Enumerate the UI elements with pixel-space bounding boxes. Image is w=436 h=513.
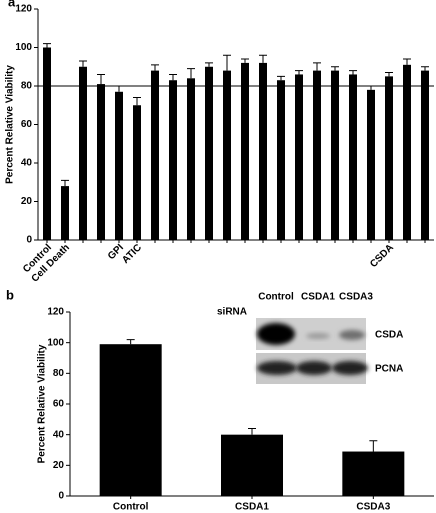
y-tick-label: 20 <box>53 460 65 471</box>
bar <box>295 74 303 240</box>
bar <box>97 84 105 240</box>
error-bar <box>169 73 177 81</box>
y-tick-label: 20 <box>21 196 33 207</box>
bar <box>43 47 51 240</box>
error-bar <box>367 85 375 90</box>
error-bar <box>241 58 249 63</box>
y-tick-label: 40 <box>21 158 33 169</box>
bar <box>367 89 375 240</box>
error-bar <box>126 339 135 345</box>
y-tick-label: 120 <box>47 307 64 318</box>
bar <box>205 66 213 240</box>
bar <box>133 105 141 240</box>
error-bar <box>133 97 141 106</box>
bar <box>331 70 339 240</box>
error-bar <box>349 70 357 75</box>
y-tick-label: 80 <box>21 81 33 92</box>
y-axis-label: Percent Relative Viability <box>37 344 48 463</box>
y-tick-label: 120 <box>15 4 32 15</box>
error-bar <box>369 440 378 452</box>
x-tick-label: CSDA3 <box>356 502 390 513</box>
error-bar <box>331 66 339 71</box>
bar <box>221 434 283 496</box>
error-bar <box>43 43 51 48</box>
bar <box>151 70 159 240</box>
error-bar <box>403 58 411 65</box>
bar <box>187 78 195 240</box>
inset-band-label: CSDA <box>375 330 403 341</box>
panel-label: a <box>8 0 16 9</box>
inset-lane-label: Control <box>258 292 294 303</box>
error-bar <box>223 54 231 71</box>
error-bar <box>97 73 105 85</box>
error-bar <box>421 66 429 71</box>
bar <box>313 70 321 240</box>
bar <box>115 91 123 241</box>
bar <box>277 80 285 240</box>
y-tick-label: 60 <box>21 119 33 130</box>
bar <box>79 66 87 240</box>
x-tick-label: ATIC <box>120 242 144 266</box>
error-bar <box>79 60 87 67</box>
x-tick-label: CSDA <box>368 242 396 270</box>
error-bar <box>295 70 303 75</box>
error-bar <box>115 85 123 92</box>
blot-band <box>257 323 295 345</box>
error-bar <box>205 62 213 67</box>
error-bar <box>313 62 321 71</box>
blot-band <box>257 361 297 375</box>
bar <box>259 62 267 241</box>
bar <box>403 64 411 240</box>
blot-band <box>332 361 368 375</box>
bar <box>241 62 249 241</box>
inset-lane-label: CSDA1 <box>301 292 335 303</box>
blot-band <box>296 361 332 375</box>
inset-lane-label: CSDA3 <box>339 292 373 303</box>
bar <box>99 344 162 496</box>
error-bar <box>151 64 159 71</box>
panel-label: b <box>6 287 14 302</box>
bar <box>169 80 177 240</box>
x-tick-label: CSDA1 <box>235 502 269 513</box>
blot-band <box>306 333 330 339</box>
y-tick-label: 0 <box>26 235 32 246</box>
x-tick-label: Control <box>113 502 149 513</box>
blot-band <box>339 330 365 340</box>
bar <box>342 451 405 496</box>
inset-row-label: siRNA <box>217 307 247 318</box>
inset-band-label: PCNA <box>375 364 403 375</box>
error-bar <box>61 179 69 187</box>
y-axis-label: Percent Relative Viability <box>5 65 16 184</box>
y-tick-label: 40 <box>53 429 65 440</box>
bar <box>61 186 69 240</box>
y-tick-label: 80 <box>53 368 65 379</box>
error-bar <box>248 428 256 435</box>
blot-image <box>256 318 368 384</box>
y-tick-label: 100 <box>47 337 64 348</box>
bar <box>349 74 357 240</box>
error-bar <box>277 75 285 81</box>
y-tick-label: 60 <box>53 399 65 410</box>
error-bar <box>385 72 393 77</box>
bar <box>223 70 231 240</box>
error-bar <box>259 54 267 63</box>
y-tick-label: 0 <box>58 491 64 502</box>
bar <box>421 70 429 240</box>
error-bar <box>187 68 195 79</box>
y-tick-label: 100 <box>15 42 32 53</box>
bar <box>385 76 393 240</box>
